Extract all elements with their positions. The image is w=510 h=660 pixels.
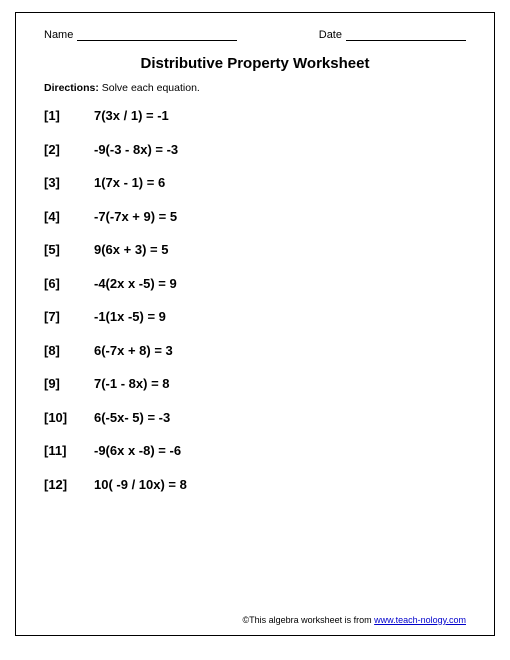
header-spacer — [255, 29, 300, 41]
problem-row: [6]-4(2x x -5) = 9 — [44, 276, 466, 291]
problem-number: [3] — [44, 175, 94, 190]
problem-row: [11]-9(6x x -8) = -6 — [44, 443, 466, 458]
worksheet-sheet: Name Date Distributive Property Workshee… — [15, 12, 495, 636]
problem-row: [8]6(-7x + 8) = 3 — [44, 343, 466, 358]
date-field: Date — [319, 29, 466, 41]
footer: ©This algebra worksheet is from www.teac… — [44, 615, 466, 625]
problem-number: [10] — [44, 410, 94, 425]
name-label: Name — [44, 29, 73, 41]
problem-equation: -7(-7x + 9) = 5 — [94, 209, 177, 224]
problem-number: [9] — [44, 376, 94, 391]
footer-prefix: ©This algebra worksheet is from — [242, 615, 374, 625]
date-label: Date — [319, 29, 342, 41]
problem-equation: -9(6x x -8) = -6 — [94, 443, 181, 458]
problem-number: [5] — [44, 242, 94, 257]
name-field: Name — [44, 29, 237, 41]
problem-number: [2] — [44, 142, 94, 157]
directions-label: Directions: — [44, 82, 99, 94]
problem-equation: 9(6x + 3) = 5 — [94, 242, 168, 257]
header-row: Name Date — [44, 29, 466, 41]
problem-number: [8] — [44, 343, 94, 358]
problem-number: [1] — [44, 108, 94, 123]
problem-equation: 6(-7x + 8) = 3 — [94, 343, 173, 358]
problem-equation: 7(-1 - 8x) = 8 — [94, 376, 170, 391]
problem-equation: 7(3x / 1) = -1 — [94, 108, 169, 123]
footer-link[interactable]: www.teach-nology.com — [374, 615, 466, 625]
problem-equation: -1(1x -5) = 9 — [94, 309, 166, 324]
problem-equation: -9(-3 - 8x) = -3 — [94, 142, 178, 157]
problem-number: [12] — [44, 477, 94, 492]
date-blank-line — [346, 30, 466, 41]
problem-equation: 6(-5x- 5) = -3 — [94, 410, 170, 425]
problem-row: [7]-1(1x -5) = 9 — [44, 309, 466, 324]
problem-number: [6] — [44, 276, 94, 291]
problem-row: [5]9(6x + 3) = 5 — [44, 242, 466, 257]
directions-text: Solve each equation. — [99, 82, 200, 94]
problem-number: [7] — [44, 309, 94, 324]
problem-number: [11] — [44, 443, 94, 458]
problem-row: [4]-7(-7x + 9) = 5 — [44, 209, 466, 224]
problems-list: [1]7(3x / 1) = -1[2]-9(-3 - 8x) = -3[3]1… — [44, 108, 466, 615]
directions: Directions: Solve each equation. — [44, 82, 466, 94]
problem-row: [1]7(3x / 1) = -1 — [44, 108, 466, 123]
problem-row: [9]7(-1 - 8x) = 8 — [44, 376, 466, 391]
problem-row: [3]1(7x - 1) = 6 — [44, 175, 466, 190]
problem-equation: 1(7x - 1) = 6 — [94, 175, 165, 190]
problem-number: [4] — [44, 209, 94, 224]
worksheet-title: Distributive Property Worksheet — [44, 55, 466, 72]
problem-equation: 10( -9 / 10x) = 8 — [94, 477, 187, 492]
problem-row: [10]6(-5x- 5) = -3 — [44, 410, 466, 425]
problem-row: [2]-9(-3 - 8x) = -3 — [44, 142, 466, 157]
problem-row: [12]10( -9 / 10x) = 8 — [44, 477, 466, 492]
name-blank-line — [77, 30, 237, 41]
problem-equation: -4(2x x -5) = 9 — [94, 276, 177, 291]
